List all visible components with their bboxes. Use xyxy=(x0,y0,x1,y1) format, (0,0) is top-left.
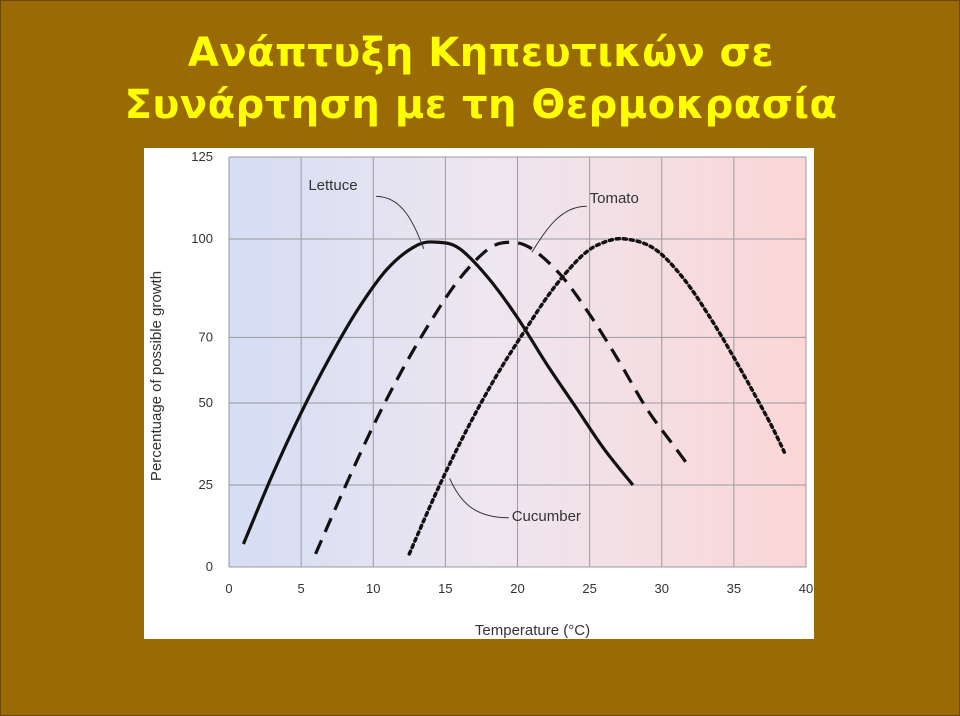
x-axis-label: Temperature (°C) xyxy=(475,622,590,639)
y-tick-label: 125 xyxy=(191,149,213,164)
slide-title: Ανάπτυξη Κηπευτικών σε Συνάρτηση με τη Θ… xyxy=(1,27,960,131)
cucumber-leader-line xyxy=(449,478,509,519)
x-tick-label: 20 xyxy=(510,581,524,596)
chart-panel: 0 5 10 15 20 25 30 35 40 0 25 50 70 100 125 Lettuce To… xyxy=(144,148,814,639)
x-tick-label: 35 xyxy=(727,581,741,596)
x-tick-label: 15 xyxy=(438,581,452,596)
slide-title-line-2: Συνάρτηση με τη Θερμοκρασία xyxy=(124,82,838,128)
series-line-lettuce xyxy=(241,240,635,545)
x-tick-label: 10 xyxy=(366,581,380,596)
annotations: Lettuce Tomato Cucumber xyxy=(308,177,638,525)
lettuce-leader-line xyxy=(376,195,425,250)
cucumber-label: Cucumber xyxy=(512,508,581,525)
tomato-label: Tomato xyxy=(590,190,639,207)
x-tick-label: 0 xyxy=(225,581,232,596)
x-tick-label: 30 xyxy=(655,581,669,596)
growth-temperature-chart: 0 5 10 15 20 25 30 35 40 0 25 50 70 100 125 Lettuce To… xyxy=(148,149,813,639)
x-tick-label: 25 xyxy=(582,581,596,596)
x-tick-label: 5 xyxy=(298,581,305,596)
slide-title-line-1: Ανάπτυξη Κηπευτικών σε xyxy=(187,30,775,76)
y-tick-label: 70 xyxy=(199,329,213,344)
y-tick-label: 100 xyxy=(191,231,213,246)
y-axis-label: Percentuage of possible growth xyxy=(148,271,165,481)
lettuce-label: Lettuce xyxy=(308,177,357,194)
y-tick-label: 0 xyxy=(206,559,213,574)
x-tick-label: 40 xyxy=(799,581,813,596)
grid xyxy=(228,156,807,568)
tick-labels: 0 5 10 15 20 25 30 35 40 0 25 50 70 100 125 xyxy=(191,149,813,596)
tomato-leader-line xyxy=(531,205,587,253)
series-line-tomato xyxy=(314,240,692,555)
series-lines xyxy=(241,236,787,556)
series-line-cucumber xyxy=(407,236,787,556)
y-tick-label: 50 xyxy=(199,395,213,410)
y-tick-label: 25 xyxy=(199,477,213,492)
